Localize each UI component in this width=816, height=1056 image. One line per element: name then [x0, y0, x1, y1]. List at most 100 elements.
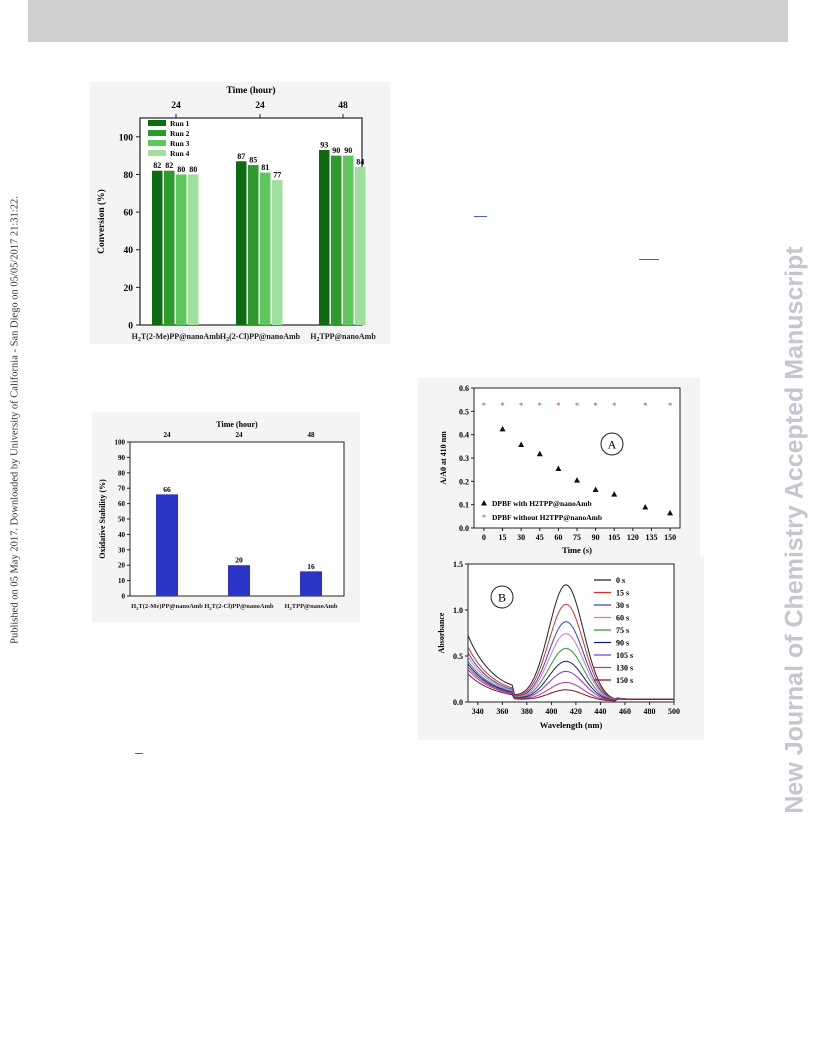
plot-frame — [467, 563, 675, 703]
x-tick-label: 60 — [554, 533, 562, 542]
oxidative-stability-bar-chart: Time (hour) 0 10 20 30 40 50 60 70 80 90 100 Oxidati… — [98, 420, 345, 611]
absorbance-line-chart: 0.0 0.5 1.0 1.5 340 360 380 400 420 440 460 480 500 W… — [437, 560, 680, 730]
bar-value-label: 81 — [261, 163, 269, 172]
y-tick-label: 50 — [118, 516, 126, 524]
bar-value-label: 77 — [273, 171, 281, 180]
x-tick-label: 480 — [643, 707, 655, 716]
legend-label: Run 1 — [170, 119, 190, 128]
y-tick-label: 0.3 — [459, 454, 469, 463]
stability-bar — [228, 565, 250, 596]
panel-label: A — [608, 438, 617, 452]
top-axis-title: Time (hour) — [226, 85, 275, 96]
legend-swatch — [148, 140, 166, 146]
top-axis-tick-label: 24 — [171, 101, 181, 111]
stability-bar — [300, 571, 322, 596]
legend-label: 75 s — [616, 626, 629, 635]
bar-run-2 — [331, 155, 342, 325]
data-point-triangle — [499, 425, 506, 432]
y-tick-label: 0.0 — [453, 698, 463, 707]
x-tick-label: 460 — [619, 707, 631, 716]
figure-absorbance-panel-b: 0.0 0.5 1.0 1.5 340 360 380 400 420 440 460 480 500 W… — [418, 556, 704, 740]
panel-label-circle — [490, 585, 514, 609]
x-category-label: H2T(2-Cl)PP@nanoAmb — [204, 603, 274, 611]
y-tick-label: 90 — [118, 454, 126, 462]
y-tick-label: 0.1 — [459, 501, 469, 510]
y-tick-label: 0.5 — [459, 407, 469, 416]
x-tick-label: 150 — [664, 533, 676, 542]
y-tick-label: 0 — [122, 593, 126, 601]
x-tick-label: 0 — [482, 533, 486, 542]
bar-run-3 — [176, 174, 187, 325]
y-tick-label: 20 — [124, 284, 134, 294]
reference-link-mark[interactable] — [639, 259, 659, 260]
bar-run-4 — [272, 180, 283, 325]
y-tick-label: 60 — [124, 209, 134, 219]
bar-value-label: 87 — [237, 152, 245, 161]
bar-run-3 — [260, 172, 271, 325]
legend-label: DPBF without H2TPP@nanoAmb — [492, 513, 602, 522]
data-point-triangle — [574, 477, 580, 483]
data-point-star: * — [482, 401, 486, 410]
data-point-triangle — [667, 509, 674, 516]
legend-swatch — [148, 120, 166, 126]
data-point-star: * — [538, 401, 542, 410]
data-point-triangle — [536, 450, 543, 457]
bar-run-2 — [164, 170, 175, 325]
dpbf-scatter-chart: 0.0 0.1 0.2 0.3 0.4 0.5 0.6 0 15 30 45 60 75 90 105 120… — [439, 384, 681, 555]
legend-label: Run 3 — [170, 139, 190, 148]
data-point-star: * — [668, 401, 672, 410]
journal-watermark-text: New Journal of Chemistry Accepted Manusc… — [780, 246, 809, 814]
page-header-bar — [28, 0, 788, 42]
y-tick-label: 0.6 — [459, 384, 469, 393]
data-point-triangle — [592, 486, 599, 492]
spectrum-line — [467, 673, 674, 702]
data-point-triangle — [611, 491, 618, 497]
x-axis-label: Time (s) — [562, 545, 592, 555]
conversion-bar-chart: Time (hour) 0 20 40 60 80 100 Conversion (%) 24 H… — [96, 85, 376, 343]
data-point-triangle — [642, 504, 649, 510]
x-tick-label: 45 — [536, 533, 544, 542]
legend-label: 130 s — [616, 664, 633, 673]
legend-label: 0 s — [616, 576, 625, 585]
data-point-triangle — [481, 500, 487, 506]
y-tick-label: 40 — [118, 531, 126, 539]
x-tick-label: 105 — [608, 533, 620, 542]
top-axis-tick-label: 24 — [164, 431, 172, 439]
top-axis-title: Time (hour) — [216, 420, 258, 429]
data-point-star: * — [594, 401, 598, 410]
y-tick-label: 100 — [115, 439, 126, 447]
bar-run-4 — [188, 174, 199, 325]
legend-label: 105 s — [616, 651, 633, 660]
y-tick-label: 100 — [119, 133, 134, 143]
x-category-label: H2TPP@nanoAmb — [310, 332, 376, 343]
reference-link-mark[interactable] — [135, 753, 143, 754]
bar-value-label: 90 — [332, 146, 340, 155]
legend-label: Run 4 — [170, 149, 190, 158]
y-tick-label: 70 — [118, 485, 126, 493]
y-tick-label: 40 — [124, 246, 134, 256]
stability-bar — [156, 494, 178, 596]
data-point-star: * — [501, 401, 505, 410]
bar-value-label: 82 — [165, 161, 173, 170]
y-axis-label: Oxidative Stability (%) — [98, 479, 107, 559]
x-tick-label: 75 — [573, 533, 581, 542]
legend-swatch — [148, 130, 166, 136]
bar-run-4 — [355, 166, 366, 325]
x-category-label: H2T(2-Me)PP@nanoAmb — [131, 603, 203, 611]
bar-value-label: 20 — [235, 556, 243, 565]
plot-frame — [473, 387, 681, 529]
x-tick-label: 15 — [499, 533, 507, 542]
legend-label: 150 s — [616, 676, 633, 685]
x-tick-label: 30 — [517, 533, 525, 542]
data-point-triangle — [555, 465, 562, 471]
data-point-star: * — [519, 401, 523, 410]
x-tick-label: 440 — [594, 707, 606, 716]
legend-swatch — [148, 150, 166, 156]
y-tick-label: 1.5 — [453, 560, 463, 569]
data-point-triangle — [518, 441, 525, 447]
x-category-label: H2TPP@nanoAmb — [284, 603, 337, 611]
bar-run-1 — [152, 170, 163, 325]
reference-link-mark[interactable] — [474, 216, 487, 217]
x-category-label: H2(2-Cl)PP@nanoAmb — [220, 332, 301, 343]
x-tick-label: 500 — [668, 707, 680, 716]
